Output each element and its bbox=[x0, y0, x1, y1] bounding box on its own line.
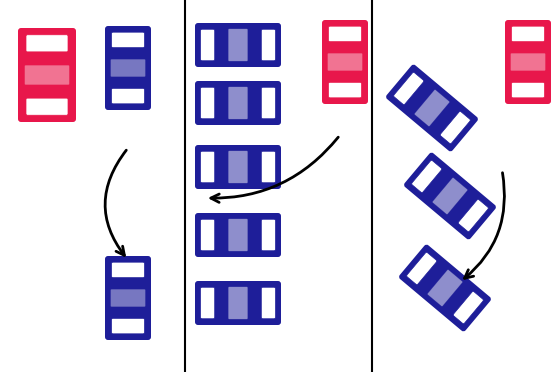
FancyBboxPatch shape bbox=[195, 81, 281, 125]
FancyBboxPatch shape bbox=[427, 270, 463, 307]
FancyBboxPatch shape bbox=[228, 87, 248, 119]
FancyBboxPatch shape bbox=[386, 65, 478, 151]
FancyBboxPatch shape bbox=[505, 20, 551, 104]
FancyBboxPatch shape bbox=[394, 73, 424, 105]
FancyBboxPatch shape bbox=[262, 87, 276, 119]
FancyBboxPatch shape bbox=[200, 29, 214, 61]
FancyBboxPatch shape bbox=[200, 87, 214, 119]
FancyBboxPatch shape bbox=[262, 151, 276, 183]
FancyBboxPatch shape bbox=[18, 28, 76, 122]
FancyBboxPatch shape bbox=[511, 82, 544, 98]
FancyBboxPatch shape bbox=[195, 281, 281, 325]
FancyBboxPatch shape bbox=[329, 26, 362, 42]
FancyBboxPatch shape bbox=[262, 287, 276, 319]
FancyBboxPatch shape bbox=[111, 318, 144, 334]
FancyBboxPatch shape bbox=[458, 199, 488, 232]
FancyBboxPatch shape bbox=[511, 53, 545, 71]
FancyBboxPatch shape bbox=[329, 82, 362, 98]
FancyBboxPatch shape bbox=[200, 219, 214, 251]
FancyBboxPatch shape bbox=[328, 53, 362, 71]
FancyBboxPatch shape bbox=[228, 219, 248, 251]
FancyBboxPatch shape bbox=[26, 98, 68, 115]
FancyBboxPatch shape bbox=[200, 151, 214, 183]
FancyBboxPatch shape bbox=[322, 20, 368, 104]
FancyBboxPatch shape bbox=[404, 153, 496, 240]
FancyBboxPatch shape bbox=[26, 35, 68, 52]
FancyBboxPatch shape bbox=[412, 160, 442, 193]
FancyBboxPatch shape bbox=[111, 262, 144, 278]
FancyBboxPatch shape bbox=[407, 252, 437, 285]
FancyBboxPatch shape bbox=[111, 88, 144, 104]
FancyBboxPatch shape bbox=[111, 32, 144, 48]
FancyBboxPatch shape bbox=[453, 291, 483, 324]
FancyBboxPatch shape bbox=[399, 244, 491, 331]
FancyBboxPatch shape bbox=[195, 145, 281, 189]
FancyBboxPatch shape bbox=[440, 112, 470, 144]
FancyBboxPatch shape bbox=[228, 29, 248, 61]
FancyBboxPatch shape bbox=[228, 287, 248, 319]
FancyBboxPatch shape bbox=[195, 23, 281, 67]
FancyBboxPatch shape bbox=[200, 287, 214, 319]
FancyBboxPatch shape bbox=[511, 26, 544, 42]
FancyBboxPatch shape bbox=[105, 256, 151, 340]
FancyBboxPatch shape bbox=[110, 289, 146, 307]
FancyBboxPatch shape bbox=[105, 26, 151, 110]
FancyBboxPatch shape bbox=[25, 65, 69, 85]
FancyBboxPatch shape bbox=[110, 59, 146, 77]
FancyBboxPatch shape bbox=[228, 151, 248, 183]
FancyBboxPatch shape bbox=[432, 178, 468, 214]
FancyBboxPatch shape bbox=[414, 90, 450, 126]
FancyBboxPatch shape bbox=[262, 29, 276, 61]
FancyBboxPatch shape bbox=[195, 213, 281, 257]
FancyBboxPatch shape bbox=[262, 219, 276, 251]
